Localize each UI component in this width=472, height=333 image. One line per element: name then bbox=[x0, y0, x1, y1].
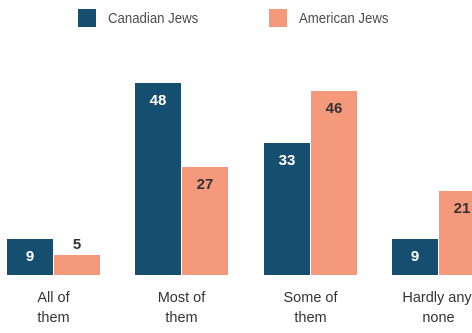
legend-label-american-jews: American Jews bbox=[299, 9, 389, 27]
legend-item-american-jews: American Jews bbox=[269, 9, 401, 27]
category-label-some-of-them: Some of them bbox=[284, 290, 339, 326]
value-label-american-some-of-them: 46 bbox=[326, 100, 343, 117]
value-label-american-hardly-any-none: 21 bbox=[454, 200, 471, 217]
bar-canadian-all-of-them bbox=[7, 239, 53, 275]
bar-american-most-of-them bbox=[182, 167, 228, 275]
bar-american-all-of-them bbox=[54, 255, 100, 275]
value-label-american-most-of-them: 27 bbox=[197, 176, 214, 193]
bar-american-some-of-them bbox=[311, 91, 357, 275]
category-label-all-of-them: All of them bbox=[37, 290, 70, 326]
bar-american-hardly-any-none bbox=[439, 191, 472, 275]
bar-canadian-most-of-them bbox=[135, 83, 181, 275]
chart-legend: Canadian Jews American Jews bbox=[0, 9, 472, 33]
value-label-canadian-all-of-them: 9 bbox=[26, 248, 34, 265]
category-label-hardly-any-none: Hardly any, none bbox=[402, 290, 472, 326]
legend-item-canadian-jews: Canadian Jews bbox=[78, 9, 211, 27]
bar-canadian-hardly-any-none bbox=[392, 239, 438, 275]
category-label-most-of-them: Most of them bbox=[158, 290, 207, 326]
value-label-canadian-some-of-them: 33 bbox=[279, 152, 296, 169]
value-label-canadian-hardly-any-none: 9 bbox=[411, 248, 419, 265]
legend-swatch-canadian-jews bbox=[78, 9, 96, 27]
value-label-american-all-of-them: 5 bbox=[73, 236, 81, 253]
legend-swatch-american-jews bbox=[269, 9, 287, 27]
value-label-canadian-most-of-them: 48 bbox=[150, 92, 167, 109]
legend-label-canadian-jews: Canadian Jews bbox=[108, 9, 199, 27]
bar-canadian-some-of-them bbox=[264, 143, 310, 275]
